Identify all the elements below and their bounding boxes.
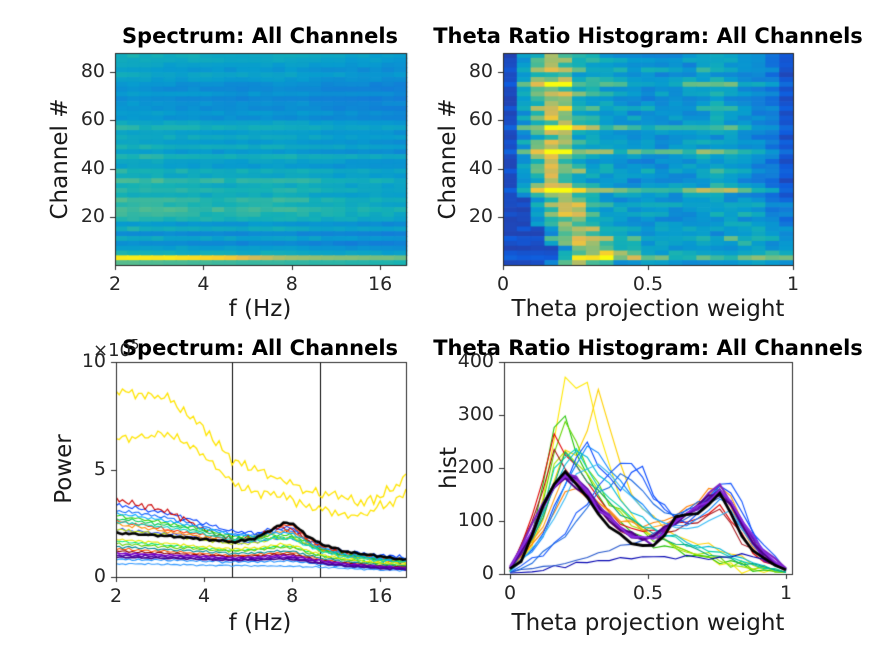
y-tick-label: 5 <box>93 457 106 480</box>
xlabel-fhz-top: f (Hz) <box>228 296 292 322</box>
y-tick-label: 60 <box>80 108 105 131</box>
y-tick-label: 300 <box>457 403 494 425</box>
x-tick-label: 4 <box>198 585 211 607</box>
y-tick-label: 0 <box>481 562 494 584</box>
y-axis-exponent: ×105 <box>93 338 140 361</box>
x-tick-label: 0 <box>503 582 517 604</box>
x-tick-label: 0.5 <box>632 582 664 604</box>
x-tick-label: 16 <box>368 585 393 607</box>
xlabel-fhz-bottom: f (Hz) <box>228 610 292 636</box>
y-tick-label: 400 <box>457 350 494 372</box>
y-tick-label: 60 <box>468 108 493 131</box>
xlabel-theta-bottom: Theta projection weight <box>511 610 785 636</box>
x-tick-label: 4 <box>197 273 210 295</box>
y-tick-label: 200 <box>457 456 494 478</box>
x-tick-label: 16 <box>368 273 393 295</box>
y-tick-label: 100 <box>457 509 494 531</box>
xlabel-theta-top: Theta projection weight <box>511 296 785 322</box>
title-spectrum-lines: Spectrum: All Channels <box>121 336 399 360</box>
y-tick-label: 0 <box>93 565 106 587</box>
x-tick-label: 2 <box>109 585 123 607</box>
x-tick-label: 0 <box>496 273 510 295</box>
x-tick-label: 1 <box>786 273 800 295</box>
x-tick-label: 0.5 <box>632 273 664 295</box>
y-tick-label: 40 <box>80 156 105 179</box>
title-theta-lines: Theta Ratio Histogram: All Channels <box>433 336 863 360</box>
title-theta-heatmap: Theta Ratio Histogram: All Channels <box>433 24 863 48</box>
title-spectrum-heatmap: Spectrum: All Channels <box>121 24 399 48</box>
x-tick-label: 2 <box>108 273 122 295</box>
x-tick-label: 8 <box>286 585 299 607</box>
x-tick-label: 1 <box>779 582 793 604</box>
y-tick-label: 40 <box>468 156 493 179</box>
x-tick-label: 8 <box>285 273 298 295</box>
y-tick-label: 20 <box>80 204 105 227</box>
y-tick-label: 10 <box>81 350 106 372</box>
y-tick-label: 80 <box>80 60 105 83</box>
y-tick-label: 20 <box>468 204 493 227</box>
y-tick-label: 80 <box>468 60 493 83</box>
